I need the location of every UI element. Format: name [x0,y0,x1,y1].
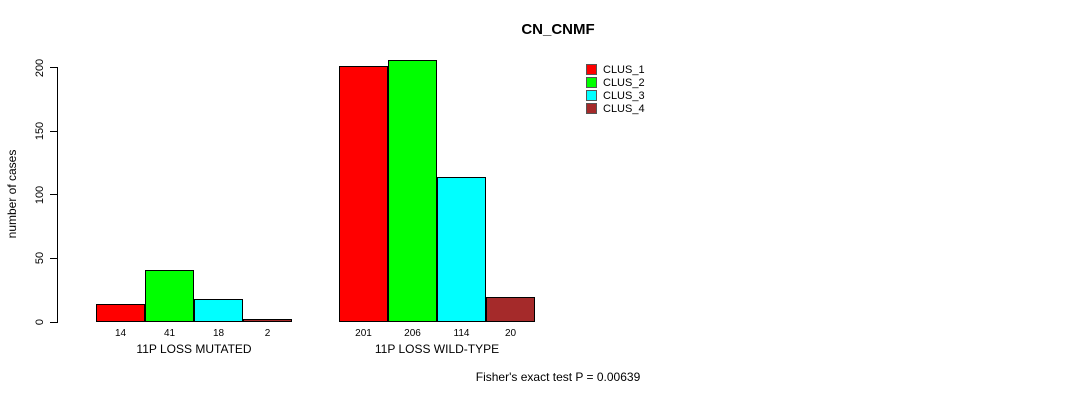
plot-title: CN_CNMF [521,21,595,38]
legend-label: CLUS_3 [603,89,645,102]
y-tick-label: 200 [34,58,46,77]
y-tick-label: 0 [34,318,46,326]
bar-value-label: 18 [212,328,225,339]
y-tick [50,321,57,323]
group-label-wild-type: 11P LOSS WILD-TYPE [374,342,500,356]
y-tick [50,194,57,196]
bar-clus_2-group2 [388,59,437,322]
bar-value-label: 2 [264,328,271,339]
y-axis-title: number of cases [5,149,19,239]
y-tick [50,67,57,68]
bar-value-label: 14 [114,328,127,339]
y-axis-line [57,67,58,323]
legend-item-clus_3: CLUS_3 [586,89,645,102]
bar-value-label: 201 [355,328,372,339]
bar-clus_2-group1 [145,269,194,322]
bar-value-label: 41 [163,328,176,339]
y-tick [50,257,57,259]
bar-value-label: 206 [404,328,421,339]
fisher-test-annotation: Fisher's exact test P = 0.00639 [475,370,641,384]
legend-item-clus_2: CLUS_2 [586,76,645,89]
legend-item-clus_4: CLUS_4 [586,102,645,115]
legend-swatch-icon [586,77,597,88]
bar-clus_3-group2 [437,176,486,322]
legend-label: CLUS_2 [603,76,645,89]
group-label-mutated: 11P LOSS MUTATED [136,342,252,356]
legend: CLUS_1 CLUS_2 CLUS_3 CLUS_4 [586,63,645,115]
y-tick-label: 100 [34,185,46,204]
bar-value-label: 20 [504,328,517,339]
bar-clus_4-group1 [243,319,292,322]
legend-swatch-icon [586,90,597,101]
legend-swatch-icon [586,103,597,114]
legend-swatch-icon [586,64,597,75]
y-tick-label: 150 [34,121,46,141]
bar-clus_3-group1 [194,299,243,322]
bar-clus_1-group2 [339,66,388,322]
bar-value-label: 114 [453,328,470,339]
y-tick [50,130,57,132]
legend-label: CLUS_1 [603,63,645,76]
legend-item-clus_1: CLUS_1 [586,63,645,76]
legend-label: CLUS_4 [603,102,645,115]
bar-clus_1-group1 [96,304,145,322]
bar-clus_4-group2 [486,296,535,322]
y-tick-label: 50 [34,252,46,265]
